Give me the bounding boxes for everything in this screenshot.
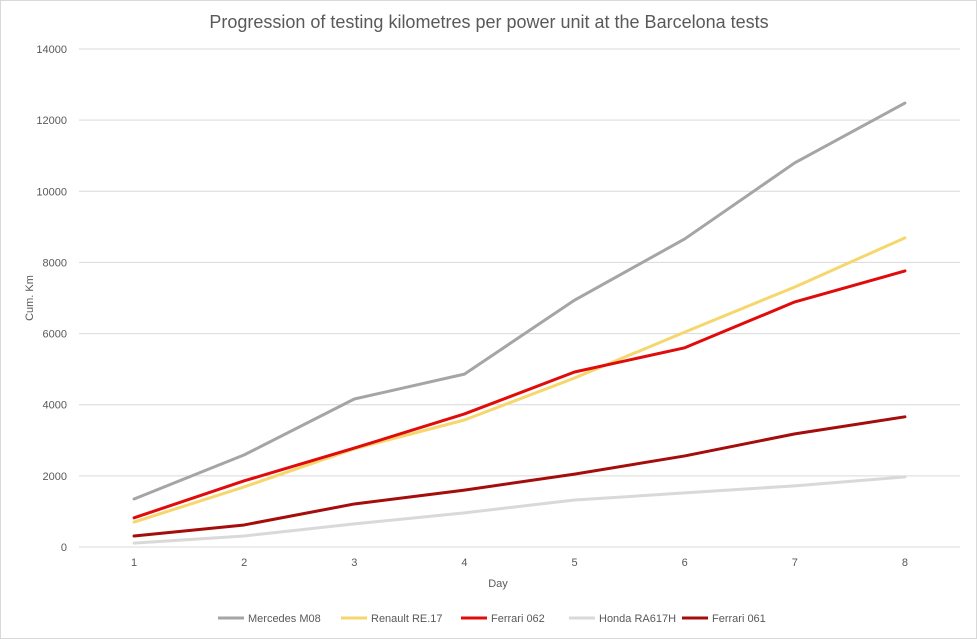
series-line-ferrari-062: [132, 269, 907, 520]
x-tick-label: 5: [572, 557, 578, 569]
legend-label: Ferrari 061: [712, 613, 766, 625]
x-tick-label: 3: [351, 557, 357, 569]
series-line-renault-re-17: [132, 236, 907, 524]
series-line-ferrari-061: [132, 415, 907, 538]
legend-label: Honda RA617H: [599, 613, 676, 625]
y-tick-label: 2000: [43, 471, 67, 483]
x-tick-label: 4: [461, 557, 467, 569]
y-tick-label: 4000: [43, 400, 67, 412]
series-lines: [132, 101, 907, 545]
x-tick-label: 2: [241, 557, 247, 569]
y-tick-label: 8000: [43, 257, 67, 269]
y-tick-label: 14000: [36, 44, 67, 56]
legend-label: Renault RE.17: [371, 613, 443, 625]
y-tick-label: 12000: [36, 115, 67, 127]
series-line-mercedes-m08: [132, 101, 907, 501]
x-tick-label: 1: [131, 557, 137, 569]
y-axis-ticks: 0 2000 4000 6000 8000 10000 12000 14000: [36, 44, 67, 554]
y-tick-label: 6000: [43, 329, 67, 341]
legend: Mercedes M08 Renault RE.17 Ferrari 062 Hond…: [218, 613, 766, 625]
x-tick-label: 8: [902, 557, 908, 569]
chart-title: Progression of testing kilometres per po…: [209, 12, 768, 32]
legend-label: Mercedes M08: [248, 613, 321, 625]
x-axis-label: Day: [488, 578, 508, 590]
x-axis-ticks: 1 2 3 4 5 6 7 8: [131, 557, 908, 569]
x-tick-label: 6: [682, 557, 688, 569]
legend-label: Ferrari 062: [491, 613, 545, 625]
series-line-honda-ra617h: [132, 475, 907, 545]
x-tick-label: 7: [792, 557, 798, 569]
gridlines: [79, 48, 960, 548]
y-axis-label: Cum. Km: [24, 275, 36, 321]
y-tick-label: 0: [61, 542, 67, 554]
y-tick-label: 10000: [36, 186, 67, 198]
